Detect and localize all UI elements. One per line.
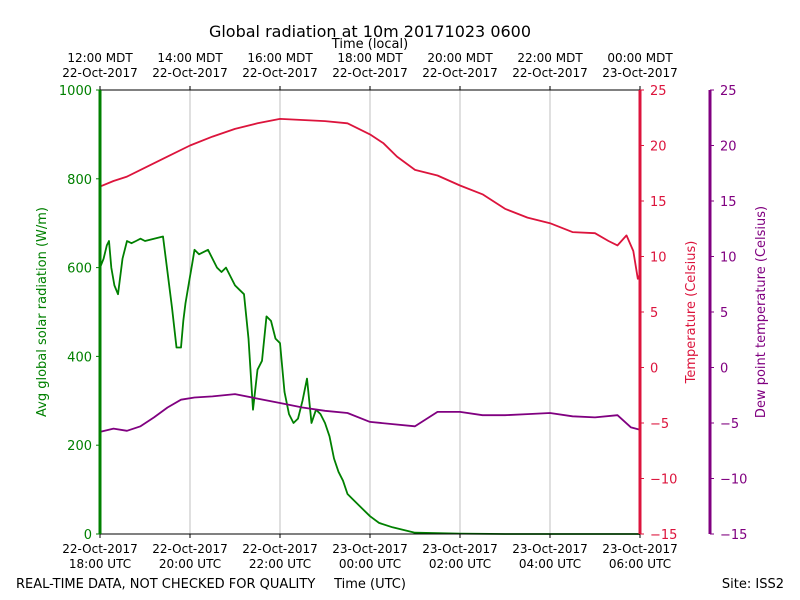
top-axis-label: Time (local) bbox=[331, 37, 408, 52]
x-tick-label-utc-date: 22-Oct-2017 bbox=[62, 542, 138, 556]
temperature-tick-label: 10 bbox=[650, 251, 667, 266]
temperature-tick-label: −15 bbox=[650, 528, 677, 543]
x-tick-label-local-time: 14:00 MDT bbox=[157, 51, 223, 65]
dewpoint-tick-label: 0 bbox=[720, 362, 728, 377]
temperature-tick-label: 20 bbox=[650, 140, 667, 155]
x-tick-label-utc-date: 23-Oct-2017 bbox=[602, 542, 678, 556]
x-tick-label-utc-time: 04:00 UTC bbox=[519, 557, 581, 571]
x-tick-label-utc-time: 18:00 UTC bbox=[69, 557, 131, 571]
x-tick-label-utc-time: 02:00 UTC bbox=[429, 557, 491, 571]
x-tick-label-utc-date: 23-Oct-2017 bbox=[512, 542, 588, 556]
chart-title: Global radiation at 10m 20171023 0600 bbox=[209, 22, 531, 41]
x-tick-label-local-time: 18:00 MDT bbox=[337, 51, 403, 65]
radiation-tick-label: 400 bbox=[67, 350, 92, 365]
x-tick-label-utc-date: 22-Oct-2017 bbox=[152, 542, 228, 556]
radiation-axis-label: Avg global solar radiation (W/m) bbox=[35, 207, 50, 417]
temperature-tick-label: 0 bbox=[650, 362, 658, 377]
x-tick-label-local-time: 16:00 MDT bbox=[247, 51, 313, 65]
radiation-tick-label: 200 bbox=[67, 439, 92, 454]
dewpoint-tick-label: 15 bbox=[720, 195, 737, 210]
x-tick-label-local-date: 22-Oct-2017 bbox=[512, 66, 588, 80]
dewpoint-tick-label: −10 bbox=[720, 473, 747, 488]
radiation-tick-label: 800 bbox=[67, 173, 92, 188]
temperature-tick-label: 15 bbox=[650, 195, 667, 210]
dewpoint-tick-label: 10 bbox=[720, 251, 737, 266]
x-tick-label-local-date: 22-Oct-2017 bbox=[152, 66, 228, 80]
x-tick-label-local-date: 22-Oct-2017 bbox=[332, 66, 408, 80]
temperature-tick-label: 25 bbox=[650, 84, 667, 99]
x-tick-label-local-time: 12:00 MDT bbox=[67, 51, 133, 65]
vertical-gridlines bbox=[189, 90, 551, 534]
dewpoint-axis-label: Dew point temperature (Celsius) bbox=[754, 206, 769, 418]
dewpoint-tick-label: 5 bbox=[720, 306, 728, 321]
dewpoint-tick-label: −15 bbox=[720, 528, 747, 543]
dewpoint-tick-label: 25 bbox=[720, 84, 737, 99]
temperature-tick-label: 5 bbox=[650, 306, 658, 321]
x-tick-label-utc-time: 20:00 UTC bbox=[159, 557, 221, 571]
radiation-tick-label: 600 bbox=[67, 262, 92, 277]
x-tick-label-local-time: 00:00 MDT bbox=[607, 51, 673, 65]
x-tick-label-utc-date: 23-Oct-2017 bbox=[332, 542, 408, 556]
dewpoint-tick-label: −5 bbox=[720, 417, 739, 432]
bottom-axis-label: Time (UTC) bbox=[333, 577, 406, 592]
series-line-dewpoint bbox=[99, 393, 641, 433]
series-line-radiation bbox=[99, 235, 640, 535]
x-tick-label-utc-time: 22:00 UTC bbox=[249, 557, 311, 571]
x-tick-label-local-time: 22:00 MDT bbox=[517, 51, 583, 65]
series-layer bbox=[99, 118, 641, 535]
series-line-temperature bbox=[99, 118, 641, 280]
x-tick-label-local-date: 22-Oct-2017 bbox=[62, 66, 138, 80]
x-tick-label-utc-time: 06:00 UTC bbox=[609, 557, 671, 571]
x-tick-label-local-date: 22-Oct-2017 bbox=[422, 66, 498, 80]
x-tick-label-local-time: 20:00 MDT bbox=[427, 51, 493, 65]
x-tick-label-utc-time: 00:00 UTC bbox=[339, 557, 401, 571]
radiation-tick-label: 0 bbox=[84, 528, 92, 543]
footer-site: Site: ISS2 bbox=[722, 577, 784, 592]
x-tick-label-local-date: 22-Oct-2017 bbox=[242, 66, 318, 80]
dewpoint-tick-label: 20 bbox=[720, 140, 737, 155]
x-tick-label-local-date: 23-Oct-2017 bbox=[602, 66, 678, 80]
footer-warning: REAL-TIME DATA, NOT CHECKED FOR QUALITY bbox=[16, 577, 315, 592]
x-tick-label-utc-date: 23-Oct-2017 bbox=[422, 542, 498, 556]
temperature-tick-label: −10 bbox=[650, 473, 677, 488]
radiation-tick-label: 1000 bbox=[59, 84, 92, 99]
temperature-tick-label: −5 bbox=[650, 417, 669, 432]
temperature-axis-label: Temperature (Celsius) bbox=[684, 241, 699, 385]
x-tick-label-utc-date: 22-Oct-2017 bbox=[242, 542, 318, 556]
